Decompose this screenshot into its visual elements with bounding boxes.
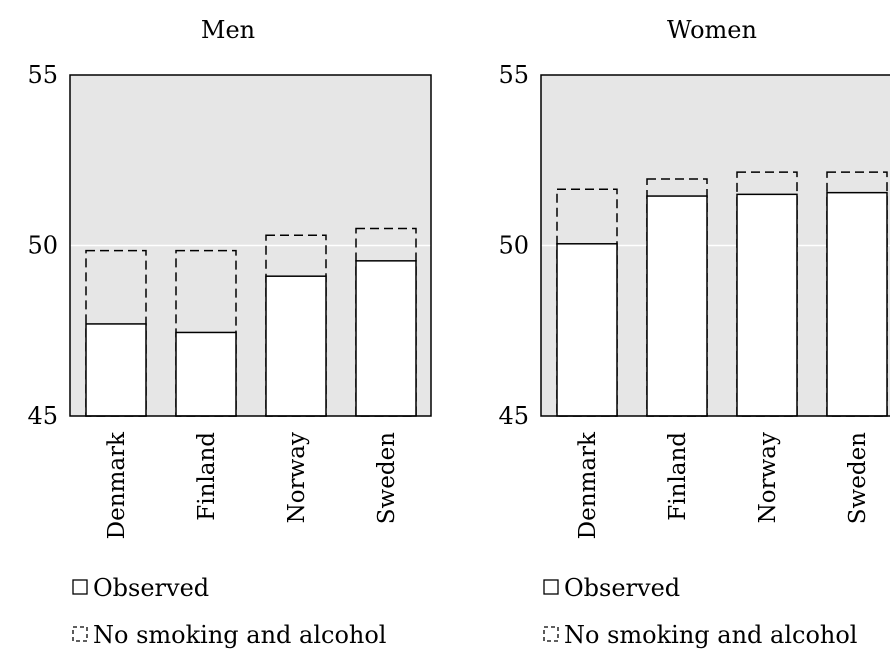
legend-swatch-observed (543, 579, 559, 595)
legend-label-observed: Observed (564, 574, 680, 602)
x-tick-label: Sweden (374, 432, 400, 524)
y-tick-label: 55 (27, 61, 58, 89)
y-tick-label: 45 (27, 402, 58, 430)
bar-observed (556, 243, 618, 417)
x-tick-label: Finland (665, 432, 691, 521)
x-tick-label: Norway (755, 432, 781, 523)
panel-title: Men (201, 16, 255, 44)
bar-observed (736, 193, 798, 417)
x-tick-label: Finland (194, 432, 220, 521)
y-tick-label: 50 (27, 232, 58, 260)
bar-observed (826, 191, 888, 417)
y-tick-label: 45 (498, 402, 529, 430)
legend-label-no-smoking-alcohol: No smoking and alcohol (93, 621, 386, 649)
chart-panel-women: Women 45 50 55 Denmark Finland Norway Sweden Obs… (498, 16, 890, 649)
bar-observed (175, 331, 237, 417)
plot-border (540, 74, 890, 417)
bar-observed (646, 195, 708, 417)
y-tick-label: 50 (498, 232, 529, 260)
bar-observed (85, 323, 147, 417)
bar-no-smoking-alcohol (355, 227, 417, 417)
panel-title: Women (667, 16, 757, 44)
x-tick-label: Norway (284, 432, 310, 523)
plot-border (69, 74, 432, 417)
y-tick-label: 55 (498, 61, 529, 89)
legend-swatch-no-smoking-alcohol (72, 626, 88, 642)
bar-no-smoking-alcohol (736, 171, 798, 417)
chart-panel-men: Men 45 50 55 Denmark Finland Norway Sweden Obser… (27, 16, 432, 649)
legend-label-observed: Observed (93, 574, 209, 602)
bar-observed (355, 260, 417, 417)
legend-label-no-smoking-alcohol: No smoking and alcohol (564, 621, 857, 649)
x-tick-label: Denmark (575, 431, 601, 539)
legend-swatch-observed (72, 579, 88, 595)
legend-swatch-no-smoking-alcohol (543, 626, 559, 642)
x-tick-label: Denmark (104, 431, 130, 539)
bar-no-smoking-alcohol (826, 171, 888, 417)
x-tick-label: Sweden (845, 432, 871, 524)
bar-observed (265, 275, 327, 417)
